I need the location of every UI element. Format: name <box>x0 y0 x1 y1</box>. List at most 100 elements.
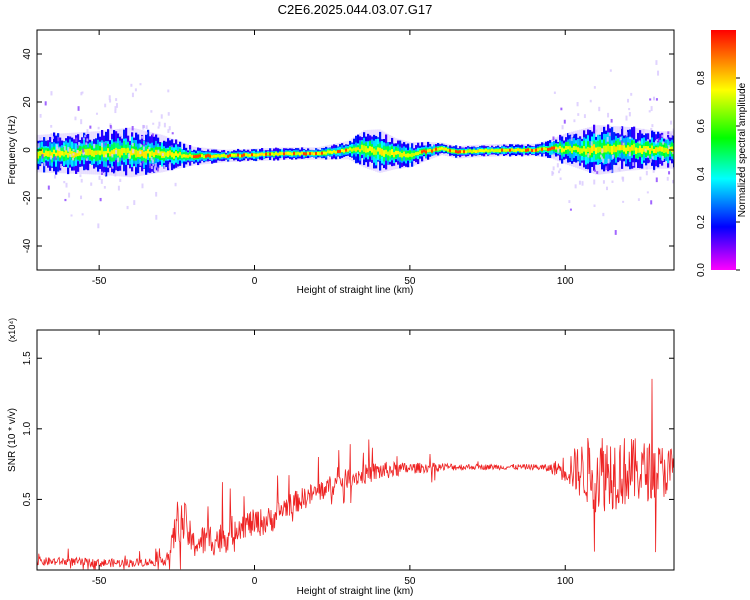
spectrogram-cell <box>523 148 526 152</box>
spectrogram-peak-cell <box>227 154 230 158</box>
spectrogram-speckle <box>173 212 176 215</box>
spectrogram-cell <box>317 151 320 155</box>
spectrogram-speckle <box>569 208 572 211</box>
spectrogram-cell <box>533 149 536 153</box>
figure-title: C2E6.2025.044.03.07.G17 <box>278 2 433 17</box>
spectrogram-cell <box>183 154 186 158</box>
spectrogram-cell <box>373 148 376 155</box>
spectrogram-cell <box>239 154 242 158</box>
spectrogram-peak-cell <box>551 146 554 150</box>
spectrogram-speckle <box>627 98 630 103</box>
spectrogram-cell <box>511 148 514 152</box>
spectrogram-speckle <box>595 129 598 133</box>
spectrogram-cell <box>131 148 134 156</box>
spectrogram-cell <box>529 148 532 152</box>
spectrogram-cell <box>461 150 464 154</box>
spectrogram-speckle <box>607 112 610 118</box>
spectrogram-cell <box>127 147 130 153</box>
spectrogram-peak-cell <box>321 151 324 155</box>
spectrogram-speckle <box>111 166 114 169</box>
spectrogram-speckle <box>65 182 68 188</box>
spectrogram-cell <box>255 153 258 157</box>
spectrogram-speckle <box>111 153 114 158</box>
spectrogram-speckle <box>605 165 608 171</box>
spectrogram-speckle <box>104 154 107 158</box>
spectrogram-speckle <box>561 125 564 130</box>
spectrogram-speckle <box>650 200 653 205</box>
spectrogram-cell <box>391 149 394 156</box>
spectrogram-speckle <box>628 112 631 117</box>
spectrogram-speckle <box>657 70 660 76</box>
snr-y-tick-label: 1.0 <box>22 421 33 435</box>
spectrogram-cell <box>611 145 614 155</box>
spectrogram-cell <box>109 151 112 157</box>
spectrogram-x-tick-label: 0 <box>252 276 258 287</box>
spectrogram-cell <box>89 148 92 155</box>
spectrogram-cell <box>633 143 636 151</box>
spectrogram-cell <box>57 149 60 156</box>
spectrogram-cell <box>307 151 310 155</box>
spectrogram-speckle <box>82 137 85 140</box>
spectrogram-cell <box>521 149 524 153</box>
spectrogram-cell <box>629 146 632 152</box>
spectrogram-cell <box>185 154 188 158</box>
spectrogram-speckle <box>118 133 121 137</box>
spectrogram-cell <box>387 151 390 156</box>
spectrogram-cell <box>357 147 360 151</box>
spectrogram-cell <box>327 150 330 154</box>
spectrogram-peak-cell <box>237 153 240 157</box>
spectrogram-cell <box>279 152 282 156</box>
spectrogram-speckle <box>41 154 44 159</box>
spectrogram-cell <box>469 149 472 153</box>
spectrogram-speckle <box>50 91 53 96</box>
spectrogram-cell <box>659 146 662 152</box>
spectrogram-speckle <box>139 83 142 86</box>
spectrogram-cell <box>201 154 204 158</box>
spectrogram-speckle <box>100 179 103 184</box>
spectrogram-cell <box>453 149 456 153</box>
spectrogram-speckle <box>50 124 53 128</box>
spectrogram-speckle <box>101 142 104 148</box>
spectrogram-speckle <box>646 139 649 142</box>
spectrogram-speckle <box>648 110 651 113</box>
spectrogram-speckle <box>142 160 145 164</box>
spectrogram-cell <box>285 151 288 155</box>
spectrogram-speckle <box>602 180 605 184</box>
spectrogram-speckle <box>558 170 561 174</box>
spectrogram-speckle <box>570 136 573 141</box>
spectrogram-speckle <box>608 132 611 137</box>
spectrogram-speckle <box>64 198 67 202</box>
spectrogram-speckle <box>95 112 98 115</box>
spectrogram-cell <box>93 150 96 158</box>
spectrogram-speckle <box>80 178 83 183</box>
snr-x-tick-label: 100 <box>557 576 574 587</box>
spectrogram-peak-cell <box>241 154 244 158</box>
spectrogram-speckle <box>152 122 155 125</box>
spectrogram-speckle <box>114 109 117 114</box>
spectrogram-speckle <box>168 126 171 131</box>
spectrogram-cell <box>291 152 294 156</box>
spectrogram-speckle <box>108 95 111 101</box>
spectrogram-cell <box>617 144 620 151</box>
spectrogram-speckle <box>134 88 137 92</box>
spectrogram-speckle <box>556 163 559 168</box>
spectrogram-cell <box>137 150 140 157</box>
spectrogram-cell <box>223 153 226 157</box>
spectrogram-peak-cell <box>265 152 268 156</box>
spectrogram-cell <box>329 150 332 154</box>
spectrogram-cell <box>211 155 214 159</box>
spectrogram-speckle <box>629 136 632 140</box>
spectrogram-cell <box>397 150 400 155</box>
spectrogram-speckle <box>637 198 640 201</box>
spectrogram-speckle <box>552 166 555 171</box>
spectrogram-speckle <box>593 179 596 185</box>
spectrogram-speckle <box>128 156 131 159</box>
spectrogram-cell <box>515 148 518 152</box>
spectrogram-cell <box>287 151 290 155</box>
spectrogram-peak-cell <box>209 154 212 158</box>
spectrogram-speckle <box>80 195 83 200</box>
spectrogram-cell <box>323 151 326 155</box>
spectrogram-cell <box>539 147 542 151</box>
spectrogram-cell <box>497 149 500 153</box>
spectrogram-speckle <box>104 103 107 108</box>
